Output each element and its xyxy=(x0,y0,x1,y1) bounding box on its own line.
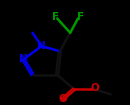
Text: N: N xyxy=(19,54,28,64)
Text: F: F xyxy=(77,12,84,22)
Text: O: O xyxy=(90,83,99,93)
Text: N: N xyxy=(37,41,46,51)
Text: O: O xyxy=(58,94,67,104)
Text: F: F xyxy=(52,12,59,22)
